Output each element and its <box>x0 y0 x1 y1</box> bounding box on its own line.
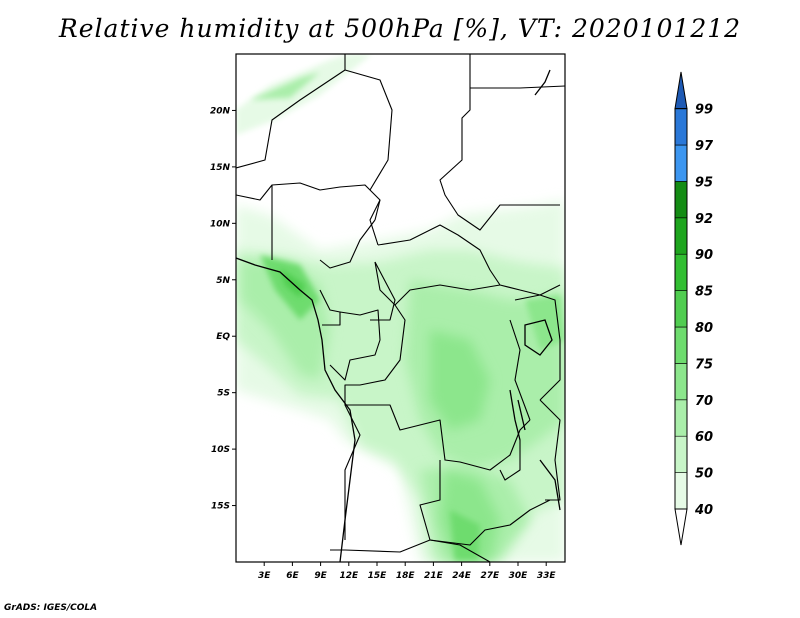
rh-75-area-lake-victoria <box>525 295 565 350</box>
colorbar-segment <box>674 326 688 364</box>
colorbar-segment <box>674 435 688 473</box>
coastline <box>236 69 561 562</box>
map-frame <box>235 53 566 563</box>
grads-credit: GrADS: IGES/COLA <box>4 603 98 613</box>
colorbar-label: 95 <box>695 175 713 190</box>
humidity-field <box>236 54 565 562</box>
rh-70-band-north <box>250 72 320 100</box>
colorbar-frame <box>674 108 688 510</box>
x-tick-label: 33E <box>537 571 557 581</box>
colorbar-label: 70 <box>695 394 713 409</box>
colorbar-label: 92 <box>695 212 713 227</box>
y-tick-label: 15N <box>210 163 231 173</box>
y-tick-label: 10S <box>211 445 230 455</box>
x-tick-label: 18E <box>396 571 416 581</box>
x-tick-label: 3E <box>258 571 271 581</box>
x-tick-label: 21E <box>424 571 444 581</box>
y-tick-label: 5N <box>216 276 230 286</box>
x-tick-label: 30E <box>509 571 529 581</box>
colorbar-segment <box>674 253 688 291</box>
y-axis: 20N 15N 10N 5N EQ 5S 10S 15S <box>210 106 236 512</box>
y-tick-label: 10N <box>210 219 231 229</box>
colorbar-segment <box>674 108 688 146</box>
colorbar-segment <box>674 472 688 510</box>
x-tick-label: 15E <box>368 571 388 581</box>
rh-75-area-congo <box>430 330 490 430</box>
colorbar-segment <box>674 363 688 401</box>
colorbar-segment <box>674 71 688 110</box>
colorbar-label: 60 <box>695 430 713 445</box>
rh-80-area-south <box>450 510 480 560</box>
colorbar: 40 50 60 70 75 80 85 90 92 95 97 99 <box>674 71 714 546</box>
y-tick-label: 20N <box>210 106 231 116</box>
colorbar-label: 50 <box>695 467 713 482</box>
colorbar-segment <box>674 181 688 219</box>
colorbar-segment <box>674 217 688 255</box>
colorbar-label: 90 <box>695 248 713 263</box>
colorbar-label: 85 <box>695 285 713 300</box>
x-tick-label: 9E <box>314 571 327 581</box>
x-tick-label: 24E <box>452 571 472 581</box>
y-tick-label: EQ <box>216 332 230 342</box>
colorbar-label: 80 <box>695 321 713 336</box>
x-tick-label: 6E <box>286 571 299 581</box>
country-borders <box>236 54 565 562</box>
colorbar-label: 75 <box>695 357 713 372</box>
y-tick-label: 5S <box>217 389 230 399</box>
colorbar-label: 99 <box>695 103 713 118</box>
x-axis: 3E 6E 9E 12E 15E 18E 21E 24E 27E 30E 33E <box>258 562 556 581</box>
x-tick-label: 12E <box>339 571 359 581</box>
colorbar-label: 97 <box>695 139 714 154</box>
colorbar-segment <box>674 399 688 437</box>
colorbar-label: 40 <box>694 503 713 518</box>
colorbar-segment <box>674 508 688 546</box>
x-tick-label: 27E <box>480 571 500 581</box>
colorbar-segment <box>674 144 688 182</box>
colorbar-segment <box>674 290 688 328</box>
y-tick-label: 15S <box>211 502 230 512</box>
chart-title: Relative humidity at 500hPa [%], VT: 202… <box>58 14 742 43</box>
